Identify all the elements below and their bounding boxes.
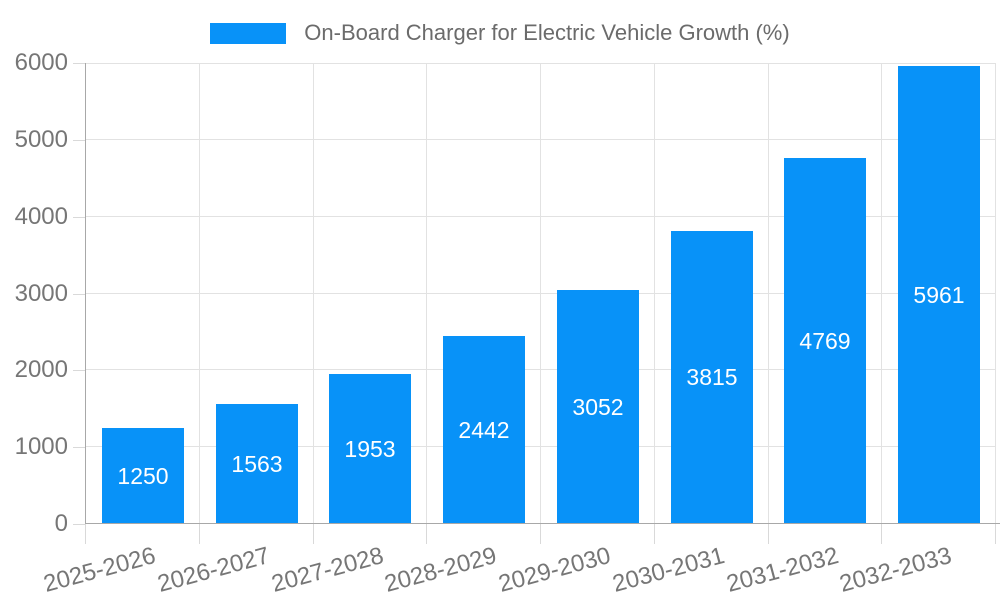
y-tick <box>73 524 85 525</box>
bar-value-label: 3815 <box>686 364 738 390</box>
x-tick <box>313 524 314 544</box>
y-tick <box>73 140 85 141</box>
x-tick-label: 2027-2028 <box>268 542 387 598</box>
x-axis-line <box>995 523 1000 524</box>
bar-value-label: 1250 <box>117 462 169 489</box>
x-tick-label: 2032-2033 <box>836 542 955 598</box>
gridline-v <box>199 63 200 523</box>
y-tick-label: 3000 <box>14 280 68 307</box>
gridline-v <box>768 63 769 523</box>
y-tick-label: 0 <box>54 510 68 537</box>
y-tick <box>73 217 85 218</box>
bar: 1250 <box>102 428 184 523</box>
x-tick-label: 2029-2030 <box>495 542 614 598</box>
gridline-v <box>540 63 541 523</box>
bar: 3815 <box>671 231 753 523</box>
x-tick <box>85 524 86 544</box>
bar: 2442 <box>443 336 525 523</box>
bar: 3052 <box>557 290 639 523</box>
bar-value-label: 1563 <box>231 450 283 477</box>
bar: 5961 <box>898 66 980 523</box>
x-tick-label: 2030-2031 <box>609 542 728 598</box>
bar-value-label: 5961 <box>913 281 965 308</box>
x-tick <box>654 524 655 544</box>
gridline-v <box>426 63 427 523</box>
gridline-v <box>881 63 882 523</box>
y-tick <box>73 370 85 371</box>
x-tick <box>881 524 882 544</box>
bar: 1953 <box>329 374 411 523</box>
x-tick-label: 2028-2029 <box>381 542 500 598</box>
x-tick-label: 2025-2026 <box>40 542 159 598</box>
legend: On-Board Charger for Electric Vehicle Gr… <box>0 20 1000 46</box>
x-tick-label: 2026-2027 <box>154 542 273 598</box>
y-tick-label: 6000 <box>14 49 68 76</box>
plot-area: 1250 1563 1953 2442 3052 3815 4769 5961 <box>85 63 996 524</box>
y-tick-label: 4000 <box>14 203 68 230</box>
bar-value-label: 2442 <box>458 416 510 443</box>
bar: 1563 <box>216 404 298 523</box>
gridline-v <box>654 63 655 523</box>
y-tick-label: 1000 <box>14 433 68 460</box>
bar-value-label: 1953 <box>344 435 396 462</box>
y-tick-label: 5000 <box>14 126 68 153</box>
x-tick <box>768 524 769 544</box>
y-tick-label: 2000 <box>14 356 68 383</box>
bar-value-label: 4769 <box>799 327 851 354</box>
bar-value-label: 3052 <box>572 393 624 420</box>
x-tick-label: 2031-2032 <box>723 542 842 598</box>
chart-title: On-Board Charger for Electric Vehicle Gr… <box>304 20 790 45</box>
bar: 4769 <box>784 158 866 523</box>
gridline-v <box>313 63 314 523</box>
x-tick <box>995 524 996 544</box>
x-tick <box>426 524 427 544</box>
x-tick <box>199 524 200 544</box>
legend-swatch <box>210 22 287 44</box>
y-tick <box>73 294 85 295</box>
y-tick <box>73 63 85 64</box>
x-tick <box>540 524 541 544</box>
y-tick <box>73 447 85 448</box>
